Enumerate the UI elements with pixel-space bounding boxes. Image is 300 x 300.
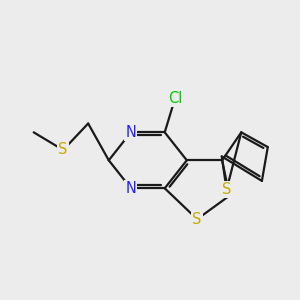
- Text: N: N: [125, 181, 136, 196]
- Text: Cl: Cl: [168, 91, 182, 106]
- Text: S: S: [222, 182, 231, 197]
- Text: S: S: [192, 212, 202, 227]
- Text: N: N: [125, 125, 136, 140]
- Text: S: S: [58, 142, 68, 158]
